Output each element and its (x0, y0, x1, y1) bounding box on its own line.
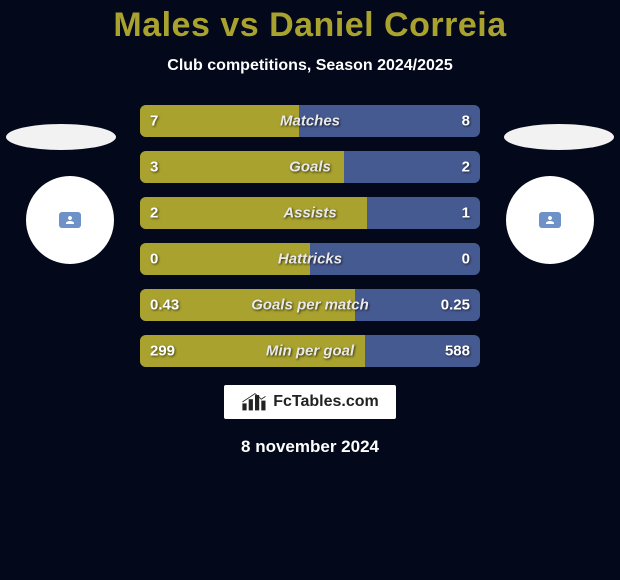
stat-bar: 299 Min per goal 588 (140, 335, 480, 367)
stat-value-left: 0.43 (150, 297, 179, 314)
stat-value-right: 588 (445, 343, 470, 360)
page-title: Males vs Daniel Correia (0, 0, 620, 45)
bar-chart-icon (241, 392, 269, 412)
stat-label: Assists (283, 205, 336, 222)
date-label: 8 november 2024 (0, 437, 620, 457)
player-left-avatar (26, 176, 114, 264)
stat-label: Goals per match (251, 297, 369, 314)
player-right-avatar (506, 176, 594, 264)
stat-bar: 3 Goals 2 (140, 151, 480, 183)
stat-value-left: 7 (150, 113, 158, 130)
player-left-ellipse (6, 124, 116, 150)
stat-value-right: 0 (462, 251, 470, 268)
brand-logo: FcTables.com (224, 385, 396, 419)
brand-text: FcTables.com (273, 393, 379, 411)
player-right-ellipse (504, 124, 614, 150)
stat-value-left: 0 (150, 251, 158, 268)
stat-bar: 0.43 Goals per match 0.25 (140, 289, 480, 321)
stat-value-left: 2 (150, 205, 158, 222)
stats-container: 7 Matches 8 3 Goals 2 2 Assists 1 0 Hattricks 0 0.43… (140, 105, 480, 367)
stat-label: Goals (289, 159, 331, 176)
stat-label: Hattricks (278, 251, 342, 268)
stat-bar-left-fill (140, 105, 299, 137)
stat-label: Min per goal (266, 343, 354, 360)
player-right-badge (539, 212, 561, 228)
stat-bar: 7 Matches 8 (140, 105, 480, 137)
stat-label: Matches (280, 113, 340, 130)
user-icon (64, 214, 76, 226)
stat-value-left: 299 (150, 343, 175, 360)
stat-value-right: 1 (462, 205, 470, 222)
stat-bar: 2 Assists 1 (140, 197, 480, 229)
stat-bar: 0 Hattricks 0 (140, 243, 480, 275)
user-icon (544, 214, 556, 226)
stat-value-right: 2 (462, 159, 470, 176)
player-left-badge (59, 212, 81, 228)
subtitle: Club competitions, Season 2024/2025 (0, 57, 620, 75)
stat-value-left: 3 (150, 159, 158, 176)
stat-value-right: 0.25 (441, 297, 470, 314)
stat-value-right: 8 (462, 113, 470, 130)
